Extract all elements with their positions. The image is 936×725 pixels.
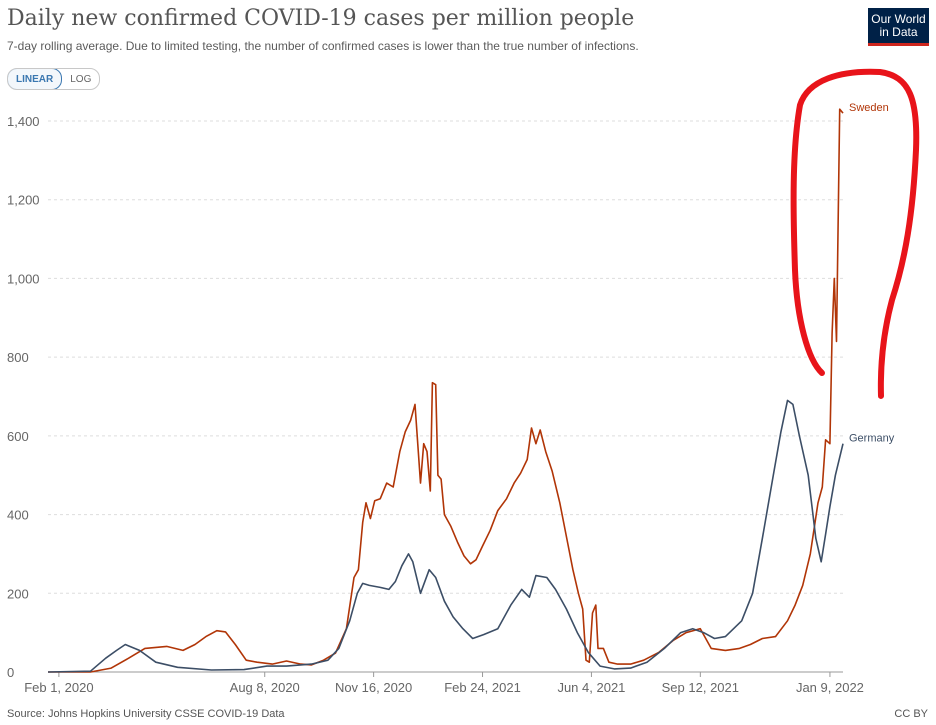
logo-line-1: Our World (871, 12, 926, 26)
y-axis-tick-labels: 0 200 400 600 800 1,000 1,200 1,400 (7, 114, 40, 680)
y-tick-label: 1,000 (7, 271, 40, 286)
x-axis: Feb 1, 2020 Aug 8, 2020 Nov 16, 2020 Feb 24… (24, 671, 864, 695)
scale-toggle: LINEAR LOG (7, 68, 101, 90)
log-scale-button[interactable]: LOG (70, 73, 92, 85)
series-line-sweden (48, 108, 844, 673)
y-tick-label: 800 (7, 350, 29, 365)
x-tick-label: Nov 16, 2020 (335, 680, 412, 695)
y-tick-label: 0 (7, 665, 14, 680)
y-tick-label: 1,200 (7, 193, 40, 208)
x-tick-label: Sep 12, 2021 (662, 680, 739, 695)
owid-logo[interactable]: Our World in Data (868, 8, 929, 46)
x-tick-label: Jun 4, 2021 (557, 680, 625, 695)
x-tick-label: Feb 24, 2021 (444, 680, 521, 695)
grid-lines (48, 120, 843, 594)
series-labels: Sweden Germany (849, 102, 895, 445)
y-tick-label: 400 (7, 508, 29, 523)
chart-title: Daily new confirmed COVID-19 cases per m… (7, 6, 635, 31)
series-label-sweden: Sweden (849, 102, 889, 114)
y-tick-label: 1,400 (7, 114, 40, 129)
logo-line-2: in Data (879, 25, 918, 39)
series-label-germany: Germany (849, 433, 895, 445)
x-tick-label: Aug 8, 2020 (230, 680, 300, 695)
x-tick-label: Feb 1, 2020 (24, 680, 93, 695)
linear-scale-button[interactable]: LINEAR (8, 69, 63, 89)
series-lines (47, 108, 844, 673)
y-tick-label: 200 (7, 586, 29, 601)
hand-drawn-annotation-loop (790, 68, 920, 399)
license-label[interactable]: CC BY (894, 708, 928, 720)
chart-subtitle: 7-day rolling average. Due to limited te… (7, 39, 639, 53)
source-note[interactable]: Source: Johns Hopkins University CSSE CO… (7, 708, 285, 720)
y-tick-label: 600 (7, 429, 29, 444)
x-tick-label: Jan 9, 2022 (796, 680, 864, 695)
series-line-germany (47, 399, 844, 673)
